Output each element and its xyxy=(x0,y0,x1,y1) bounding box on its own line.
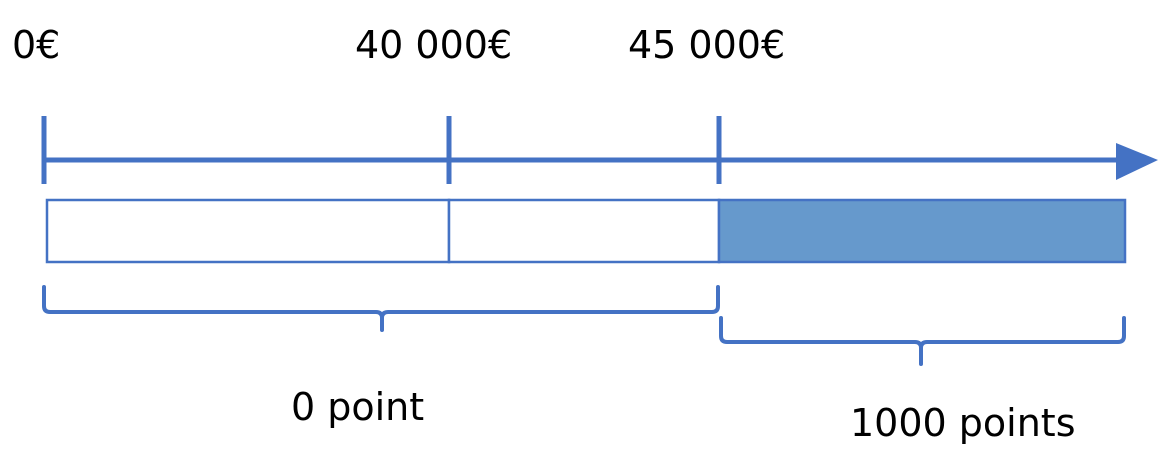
tick-label-0: 0€ xyxy=(12,23,60,67)
axis-arrowhead xyxy=(1116,143,1158,180)
brace-zero-points xyxy=(42,285,720,332)
tick-label-45000: 45 000€ xyxy=(628,23,785,67)
brace-thousand-points xyxy=(719,316,1126,366)
segment-0-40000 xyxy=(45,198,451,264)
tick-label-40000: 40 000€ xyxy=(355,23,512,67)
brace-label-thousand-points: 1000 points xyxy=(850,401,1076,445)
segment-40000-45000 xyxy=(447,198,721,264)
brace-label-zero-points: 0 point xyxy=(291,385,424,429)
segment-above-45000 xyxy=(717,198,1127,264)
